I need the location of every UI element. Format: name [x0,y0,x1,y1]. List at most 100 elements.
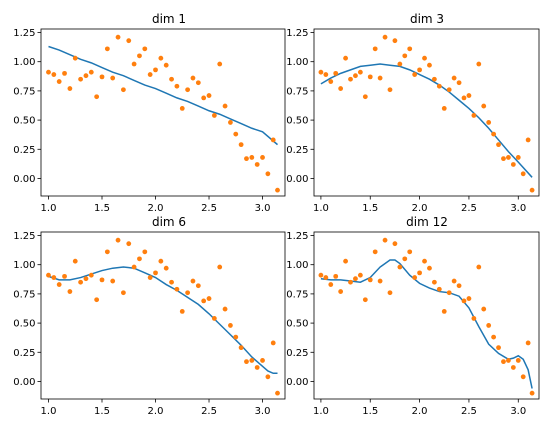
data-point [206,93,212,98]
data-point [343,55,348,61]
data-point [99,74,105,80]
data-point [486,120,492,125]
subplot-dim-12: dim 12 1.0 1.5 2.0 2.5 3.0 0.00 0.25 0.50 0.75 1.… [286,215,540,417]
data-point [115,34,121,40]
data-point [392,38,398,44]
x-tick-label: 1.0 [313,406,329,417]
data-point [147,72,153,77]
data-point [515,358,521,363]
data-point [51,72,57,77]
x-tick-label: 2.0 [148,203,164,214]
y-tick-label: 0.50 [286,116,308,127]
subplot-title: dim 3 [410,12,444,26]
data-point [377,75,383,81]
plot-area [46,34,280,193]
y-tick-label: 0.75 [13,86,35,97]
data-point [367,74,373,80]
x-tick-label: 2.0 [148,406,164,417]
data-point [72,258,78,264]
data-point [348,279,353,285]
data-point [407,46,413,52]
subplot-title: dim 12 [406,215,448,229]
data-point [185,290,191,296]
data-point [328,282,334,287]
data-point [190,75,196,81]
data-point [94,94,100,100]
data-point [343,258,348,264]
data-point [249,155,255,160]
axes-frame [40,231,286,400]
subplot-dim-1: dim 1 1.0 1.5 2.0 2.5 3.0 0.00 0.25 0.50 0.75 1.0… [13,12,286,214]
data-point [142,249,148,255]
x-tick-label: 2.5 [201,406,217,417]
data-point [520,171,526,177]
data-point [217,61,223,67]
data-point [515,155,521,160]
data-point [62,70,67,76]
subplot-dim-6: dim 6 1.0 1.5 2.0 2.5 3.0 0.00 0.25 0.50 0.75 1.0… [13,215,286,417]
x-tick-label: 1.0 [313,203,329,214]
data-point [481,103,487,109]
data-point [46,69,51,75]
data-point [323,275,329,280]
data-point [318,272,324,278]
subplot-title: dim 1 [152,12,186,26]
x-tick-label: 1.5 [94,406,110,417]
data-point [169,279,174,285]
data-point [525,340,531,346]
data-point [456,283,462,289]
data-point [163,265,169,271]
data-point [179,309,185,314]
y-tick-label: 1.25 [13,28,35,39]
data-point [94,297,100,303]
data-point [377,278,383,284]
data-point [427,265,432,271]
x-tick-label: 1.5 [362,203,378,214]
y-tick-label: 0.00 [286,174,308,185]
data-point [387,290,393,296]
plot-area [46,237,280,396]
data-point [525,137,531,143]
data-point [471,316,477,321]
data-point [147,275,153,280]
data-point [486,323,492,328]
y-tick-label: 0.25 [13,348,35,359]
data-point [265,374,271,380]
data-point [174,83,180,89]
x-tick-label: 1.5 [362,406,378,417]
data-point [238,142,244,148]
data-point [275,390,280,396]
data-point [529,390,535,396]
data-point [115,237,121,243]
data-point [217,264,223,270]
data-point [254,365,260,370]
x-tick-label: 1.0 [41,406,57,417]
data-point [357,272,363,278]
data-point [323,72,329,77]
data-point [110,75,116,81]
data-point [501,156,506,162]
data-point [471,113,477,118]
data-point [392,241,398,247]
data-point [461,95,467,101]
data-point [104,249,110,255]
data-point [397,264,403,270]
data-point [510,162,516,167]
data-point [169,76,174,82]
data-point [275,187,280,193]
data-point [206,296,212,301]
x-tick-label: 1.5 [94,203,110,214]
plot-area [318,34,535,193]
data-point [270,137,276,143]
data-point [456,80,462,86]
data-point [233,334,239,340]
y-tick-label: 1.00 [13,260,35,271]
data-point [402,256,408,262]
data-point [506,155,511,160]
data-point [158,258,164,264]
y-tick-label: 1.00 [286,260,308,271]
fit-curve-line [48,45,278,146]
x-tick-label: 3.0 [255,406,271,417]
data-point [190,278,196,284]
